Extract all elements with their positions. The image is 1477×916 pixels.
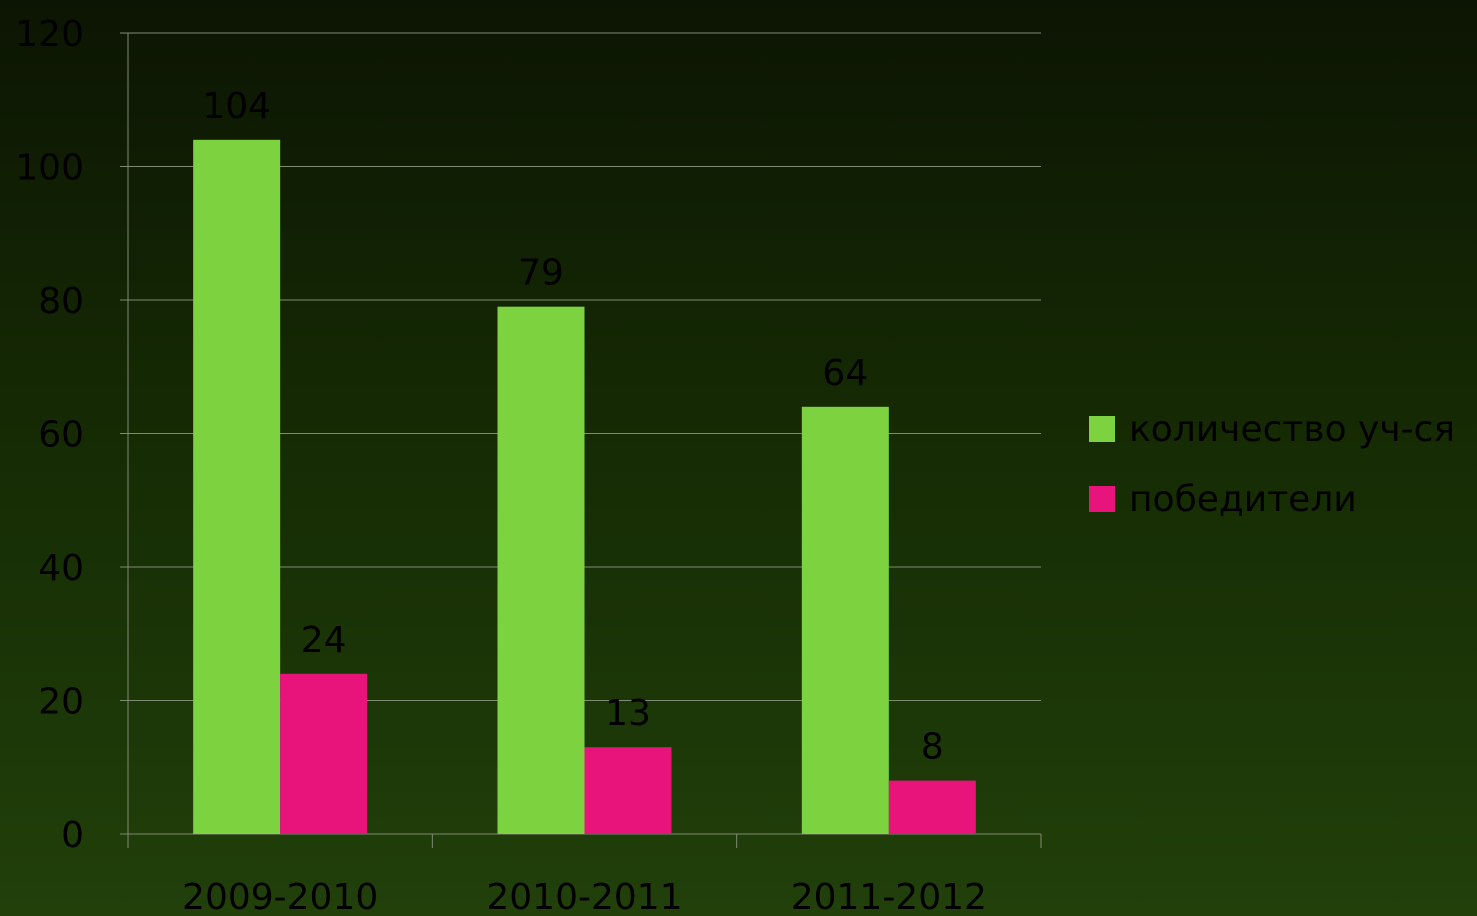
bar bbox=[801, 406, 889, 834]
legend-swatch bbox=[1089, 486, 1115, 512]
data-label: 104 bbox=[202, 86, 271, 127]
y-tick-label: 20 bbox=[38, 682, 84, 723]
bar bbox=[584, 747, 672, 834]
bar bbox=[888, 780, 976, 834]
bar bbox=[497, 306, 585, 834]
y-tick-label: 100 bbox=[15, 148, 84, 189]
y-tick-label: 60 bbox=[38, 415, 84, 456]
y-tick-label: 80 bbox=[38, 281, 84, 322]
y-tick-label: 40 bbox=[38, 548, 84, 589]
y-tick-label: 0 bbox=[61, 815, 84, 856]
legend-label: количество уч-ся bbox=[1129, 409, 1455, 450]
y-tick-label: 120 bbox=[15, 14, 84, 55]
legend: количество уч-ся победители bbox=[1089, 409, 1455, 520]
bar bbox=[193, 139, 281, 835]
data-label: 64 bbox=[822, 353, 868, 394]
data-label: 13 bbox=[605, 693, 651, 734]
data-labels: 104 24 79 13 64 8 bbox=[202, 86, 943, 768]
legend-label: победители bbox=[1129, 479, 1357, 520]
bars bbox=[193, 139, 976, 835]
axes: 0 20 40 60 80 100 120 2009-2010 2010-2011 2011-20… bbox=[15, 14, 1042, 916]
data-label: 24 bbox=[301, 620, 347, 661]
x-tick-label: 2010-2011 bbox=[486, 877, 682, 916]
x-tick-label: 2011-2012 bbox=[791, 877, 987, 916]
data-label: 8 bbox=[921, 727, 944, 768]
bar bbox=[280, 673, 368, 834]
x-tick-label: 2009-2010 bbox=[182, 877, 378, 916]
legend-swatch bbox=[1089, 416, 1115, 442]
data-label: 79 bbox=[518, 253, 564, 294]
